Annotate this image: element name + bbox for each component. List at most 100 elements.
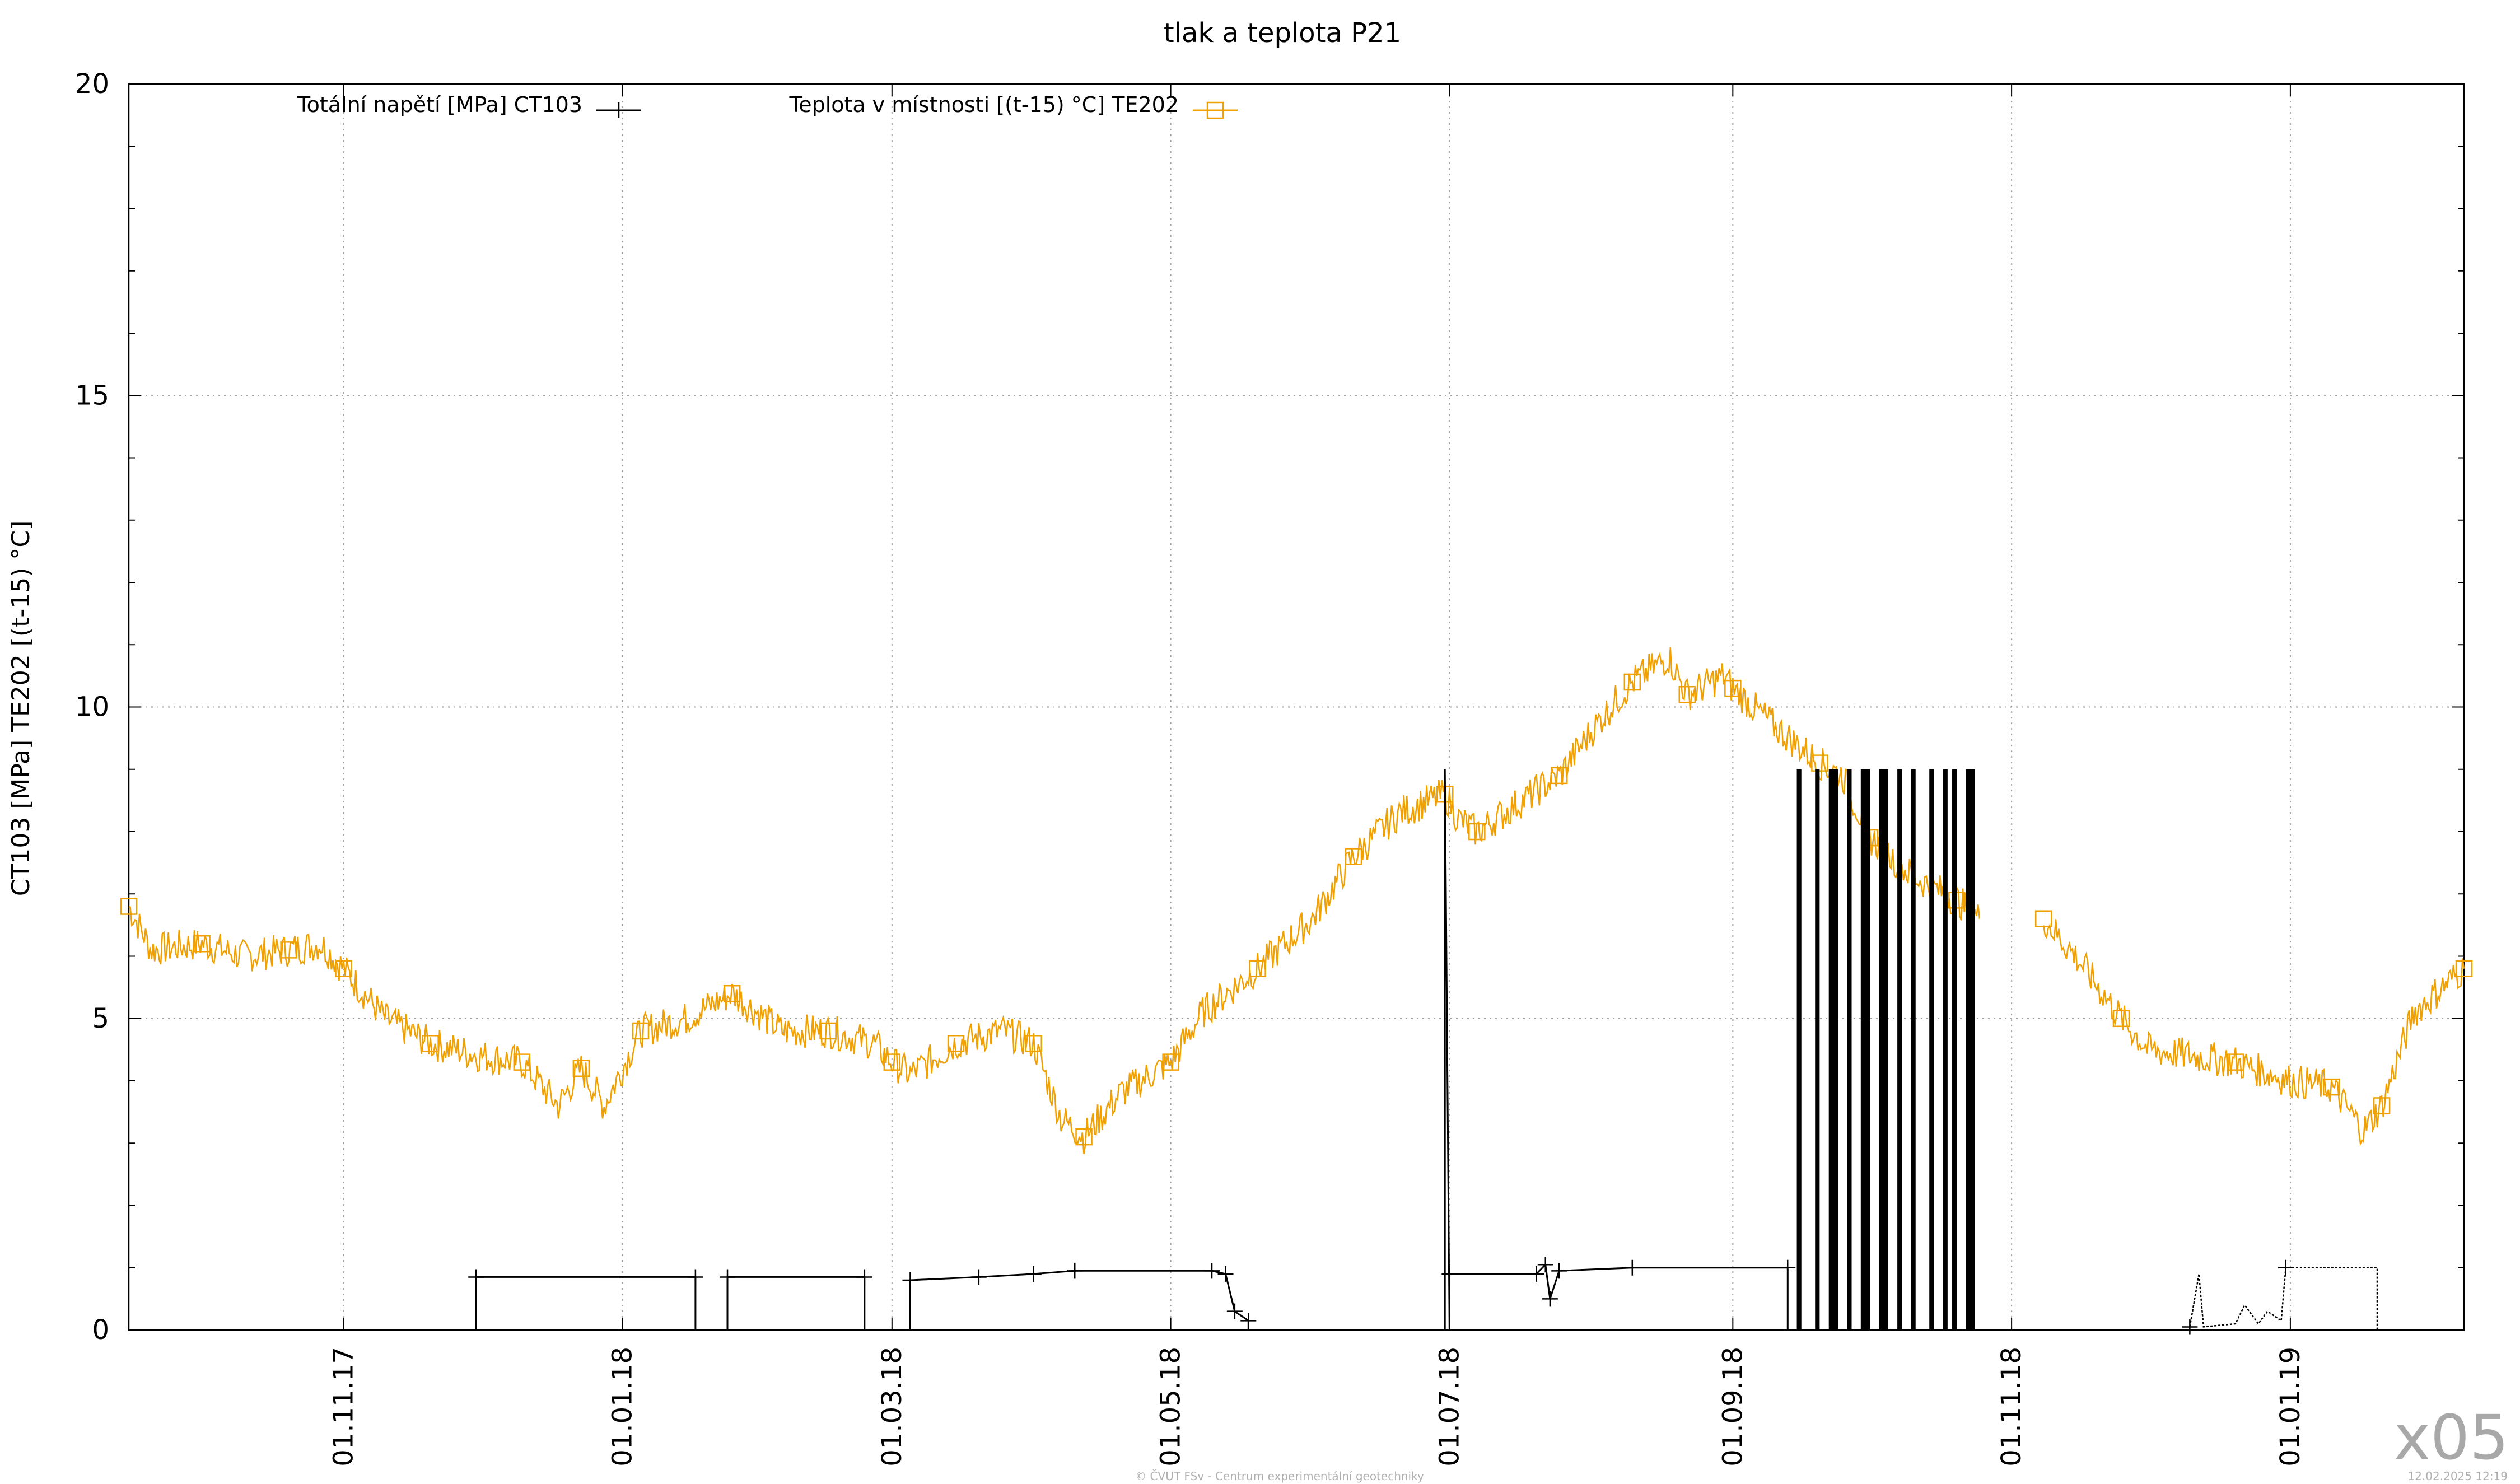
te202-marker xyxy=(632,1022,650,1040)
te202-marker xyxy=(2034,910,2052,927)
legend-marker-te202 xyxy=(1206,101,1224,119)
ct103-marker xyxy=(2278,1259,2294,1276)
footer-copyright: © ČVUT FSv - Centrum experimentální geot… xyxy=(1135,1469,1424,1483)
chart-title: tlak a teplota P21 xyxy=(1164,17,1401,49)
ct103-line xyxy=(1444,769,1450,1331)
series-ct103 xyxy=(468,769,2378,1335)
ct103-marker xyxy=(1551,1263,1567,1279)
ct103-marker xyxy=(1240,1313,1257,1329)
te202-marker xyxy=(1075,1128,1093,1146)
legend: Totální napětí [MPa] CT103 Teplota v mís… xyxy=(297,92,1238,119)
plot-frame xyxy=(128,83,2465,1331)
x-ticks: 01.11.17 01.01.18 01.03.18 01.05.18 01.07.18… xyxy=(328,84,2306,1467)
te202-marker xyxy=(1025,1035,1043,1052)
ct103-marker xyxy=(902,1272,918,1288)
te202-marker xyxy=(193,935,211,953)
legend-label-te202: Teplota v místnosti [(t-15) °C] TE202 xyxy=(788,92,1179,117)
te202-marker xyxy=(947,1035,965,1052)
ct103-burst xyxy=(1911,769,1916,1330)
x-tick-label: 01.11.18 xyxy=(1996,1347,2027,1467)
series-te202 xyxy=(120,647,2473,1154)
ct103-line xyxy=(475,1276,697,1330)
x-tick-label: 01.07.18 xyxy=(1434,1347,1465,1467)
te202-line xyxy=(2042,919,2465,1146)
y-ticks: 0 5 10 15 20 xyxy=(75,68,2464,1346)
x-tick-label: 01.05.18 xyxy=(1155,1347,1187,1467)
x-tick-label: 01.03.18 xyxy=(876,1347,908,1467)
te202-marker xyxy=(422,1035,439,1052)
y-tick-label: 5 xyxy=(92,1003,109,1034)
y-tick-label: 20 xyxy=(75,68,109,100)
ct103-marker xyxy=(1217,1266,1234,1282)
legend-marker-ct103 xyxy=(611,102,627,118)
y-tick-label: 15 xyxy=(75,380,109,411)
axes xyxy=(128,83,2465,1331)
ct103-marker xyxy=(1624,1259,1640,1276)
footer-timestamp: 12.02.2025 12:19 xyxy=(2407,1469,2508,1483)
y-tick-label: 0 xyxy=(92,1314,109,1346)
watermark: x05 xyxy=(2394,1402,2509,1473)
ct103-burst xyxy=(1966,769,1975,1330)
te202-marker xyxy=(2112,1010,2130,1027)
legend-label-ct103: Totální napětí [MPa] CT103 xyxy=(297,92,582,117)
te202-marker xyxy=(2455,960,2473,977)
ct103-burst xyxy=(1860,769,1870,1330)
ct103-burst xyxy=(1815,769,1820,1330)
ct103-marker xyxy=(970,1269,987,1285)
te202-marker xyxy=(819,1022,837,1040)
ct103-marker xyxy=(1528,1266,1544,1282)
ct103-burst xyxy=(1796,769,1802,1330)
te202-marker xyxy=(2323,1078,2340,1096)
ct103-burst xyxy=(1929,769,1934,1330)
te202-marker xyxy=(572,1060,590,1077)
ct103-burst xyxy=(1943,769,1948,1330)
ct103-marker xyxy=(468,1269,484,1285)
ct103-line xyxy=(909,1270,1249,1330)
ct103-marker xyxy=(856,1269,872,1285)
ct103-burst xyxy=(1897,769,1902,1330)
te202-marker xyxy=(1724,679,1742,697)
te202-marker xyxy=(513,1053,531,1071)
te202-marker xyxy=(1550,767,1568,785)
ct103-marker xyxy=(720,1269,736,1285)
te202-marker xyxy=(335,960,352,977)
te202-marker xyxy=(1468,823,1486,841)
ct103-burst xyxy=(1828,769,1838,1330)
ct103-tail xyxy=(2189,1267,2378,1330)
te202-marker xyxy=(280,941,297,959)
te202-marker xyxy=(1623,673,1641,691)
ct103-burst xyxy=(1847,769,1852,1330)
te202-marker xyxy=(120,898,138,915)
ct103-marker xyxy=(1067,1263,1083,1279)
ct103-marker xyxy=(1204,1263,1220,1279)
ct103-burst xyxy=(1879,769,1888,1330)
te202-line xyxy=(128,647,1981,1154)
te202-marker xyxy=(2227,1053,2244,1071)
ct103-marker xyxy=(1025,1266,1042,1282)
grid xyxy=(129,84,2464,1330)
ct103-marker xyxy=(1542,1291,1558,1307)
ct103-marker xyxy=(1441,1266,1458,1282)
ct103-burst xyxy=(1952,769,1957,1330)
ct103-marker xyxy=(1226,1303,1243,1319)
te202-marker xyxy=(1345,848,1362,865)
x-tick-label: 01.11.17 xyxy=(328,1347,360,1467)
te202-marker xyxy=(1678,686,1696,703)
te202-marker xyxy=(2373,1097,2391,1114)
x-tick-label: 01.01.18 xyxy=(606,1347,638,1467)
y-axis-label: CT103 [MPa] TE202 [(t-15) °C] xyxy=(7,521,35,897)
te202-marker xyxy=(723,985,741,1002)
ct103-marker xyxy=(2182,1319,2198,1335)
ct103-marker xyxy=(687,1269,703,1285)
te202-marker xyxy=(883,1053,901,1071)
ct103-marker xyxy=(1537,1257,1553,1273)
ct103-marker xyxy=(1780,1259,1796,1276)
te202-marker xyxy=(1948,892,1966,909)
x-tick-label: 01.01.19 xyxy=(2275,1347,2306,1467)
y-tick-label: 10 xyxy=(75,692,109,723)
ct103-line xyxy=(726,1276,866,1330)
te202-marker xyxy=(1249,960,1266,977)
x-tick-label: 01.09.18 xyxy=(1717,1347,1748,1467)
ct103-line xyxy=(1448,1262,1789,1330)
